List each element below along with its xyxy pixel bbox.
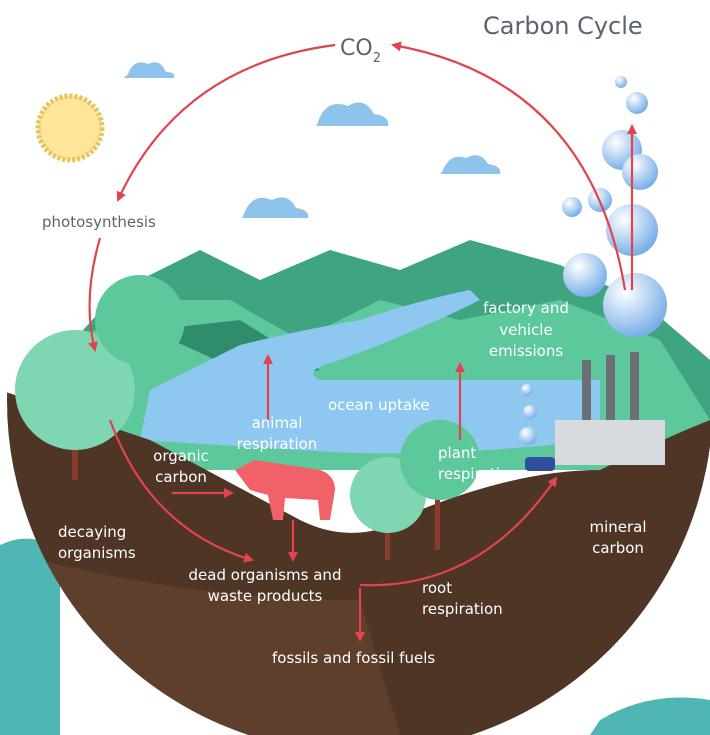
title: Carbon Cycle	[483, 12, 643, 40]
co2: CO2	[340, 36, 381, 66]
ocean-label: ocean uptake	[328, 396, 430, 414]
carbon-cycle-diagram: Carbon Cycle CO2 photosynthesis factory …	[0, 0, 710, 735]
sun	[38, 96, 102, 160]
photosynthesis-label: photosynthesis	[42, 213, 156, 231]
clouds	[124, 62, 500, 218]
fossils-label: fossils and fossil fuels	[272, 649, 435, 667]
wave	[590, 698, 710, 735]
